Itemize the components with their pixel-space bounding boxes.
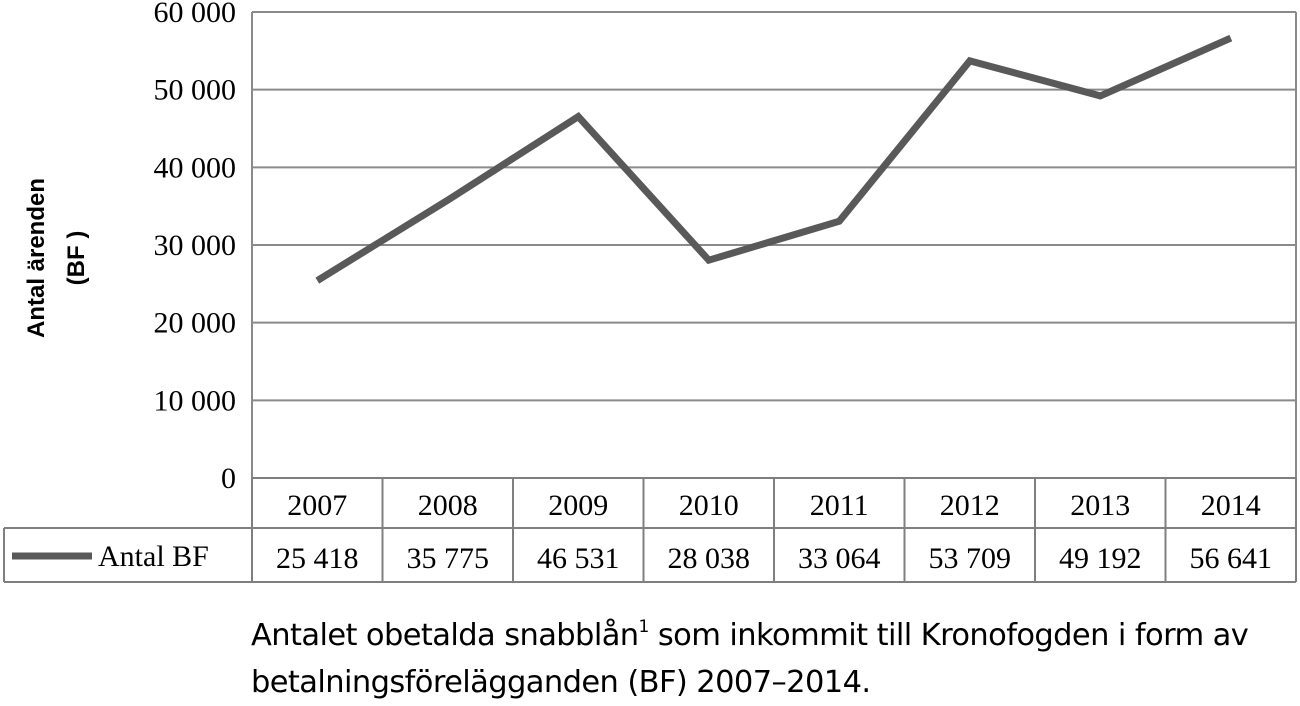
grid-lines (251, 11, 1297, 478)
y-tick-label: 20 000 (154, 307, 237, 340)
data-label: 56 641 (1190, 542, 1273, 575)
data-label: 53 709 (929, 542, 1012, 575)
y-axis-label-line2: (BF ) (63, 231, 90, 286)
caption-text-part1: Antalet obetalda snabblån (251, 618, 639, 653)
x-tick-label: 2012 (940, 489, 1000, 522)
data-label: 35 775 (407, 542, 490, 575)
footnote-mark: 1 (638, 617, 650, 637)
series-line-antal-bf (315, 34, 1233, 284)
legend-label-antal-bf: Antal BF (98, 540, 209, 573)
x-tick-label: 2010 (679, 489, 739, 522)
y-tick-label: 0 (221, 462, 236, 495)
data-label: 49 192 (1059, 542, 1142, 575)
data-table: 2007 2008 2009 2010 2011 2012 2013 2014 25 418 35… (3, 477, 1297, 583)
figure-caption: Antalet obetalda snabblån1 som inkommit … (251, 612, 1296, 706)
y-tick-label: 10 000 (154, 384, 237, 417)
data-label: 25 418 (276, 542, 359, 575)
x-tick-label: 2008 (418, 489, 478, 522)
data-label: 46 531 (537, 542, 620, 575)
y-axis-tick-labels: 0 10 000 20 000 30 000 40 000 50 000 60 000 (154, 0, 237, 495)
x-tick-label: 2009 (548, 489, 608, 522)
y-tick-label: 40 000 (154, 151, 237, 184)
y-tick-label: 50 000 (154, 74, 237, 107)
data-label: 33 064 (798, 542, 881, 575)
x-tick-label: 2007 (287, 489, 347, 522)
y-tick-label: 30 000 (154, 229, 237, 262)
x-tick-label: 2011 (810, 489, 869, 522)
data-label: 28 038 (668, 542, 751, 575)
y-axis-label: Antal ärenden (BF ) (23, 178, 90, 338)
x-tick-label: 2014 (1201, 489, 1261, 522)
x-tick-label: 2013 (1070, 489, 1130, 522)
caption-text-part2: som inkommit till Kronofogden i form av … (251, 618, 1249, 700)
y-axis-label-line1: Antal ärenden (23, 178, 50, 338)
line-chart: 0 10 000 20 000 30 000 40 000 50 000 60 000 20… (3, 0, 1297, 583)
y-tick-label: 60 000 (154, 0, 237, 29)
